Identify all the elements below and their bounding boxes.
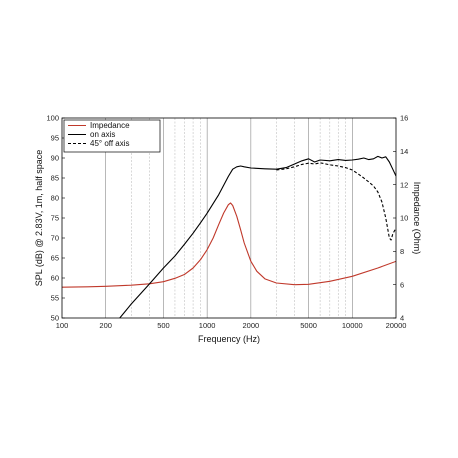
- tick-labels: 100 200 500 1000 2000 5000 10000 20000 50 55 60 65 7…: [46, 114, 408, 330]
- x-axis-title: Frequency (Hz): [198, 334, 260, 344]
- legend-label-on-axis: on axis: [90, 130, 115, 139]
- y-right-tick-label: 14: [400, 147, 408, 156]
- y-axis-right-title: Impedance (Ohm): [412, 182, 422, 255]
- x-tick-label: 100: [56, 321, 69, 330]
- legend-label-impedance: Impedance: [90, 121, 130, 130]
- legend-box: [63, 119, 161, 153]
- series-off-axis: [276, 162, 396, 241]
- x-tick-label: 500: [157, 321, 170, 330]
- x-tick-label: 10000: [342, 321, 363, 330]
- y-left-tick-label: 55: [51, 294, 59, 303]
- y-left-tick-label: 95: [51, 134, 59, 143]
- y-axis-left-title: SPL (dB) @ 2.83V, 1m, half space: [34, 150, 44, 287]
- y-left-tick-label: 60: [51, 274, 59, 283]
- x-tick-label: 20000: [386, 321, 407, 330]
- x-tick-label: 5000: [300, 321, 317, 330]
- legend: Impedance on axis 45° off axis: [63, 119, 161, 153]
- series-layer: [62, 155, 396, 318]
- y-left-tick-label: 50: [51, 314, 59, 323]
- y-left-tick-label: 70: [51, 234, 59, 243]
- series-impedance: [62, 202, 396, 288]
- y-right-tick-label: 12: [400, 180, 408, 189]
- y-right-tick-label: 8: [400, 247, 404, 256]
- y-left-tick-label: 80: [51, 194, 59, 203]
- y-right-tick-label: 6: [400, 280, 404, 289]
- legend-label-off-axis: 45° off axis: [90, 139, 130, 148]
- y-right-tick-label: 16: [400, 114, 408, 123]
- x-tick-label: 2000: [243, 321, 260, 330]
- y-left-tick-label: 90: [51, 154, 59, 163]
- x-tick-label: 1000: [199, 321, 216, 330]
- y-right-tick-label: 10: [400, 214, 408, 223]
- x-tick-label: 200: [99, 321, 112, 330]
- y-left-tick-label: 75: [51, 214, 59, 223]
- y-right-tick-label: 4: [400, 314, 404, 323]
- series-on-axis: [119, 155, 396, 318]
- y-left-tick-label: 65: [51, 254, 59, 263]
- y-left-tick-label: 100: [46, 114, 59, 123]
- y-left-tick-label: 85: [51, 174, 59, 183]
